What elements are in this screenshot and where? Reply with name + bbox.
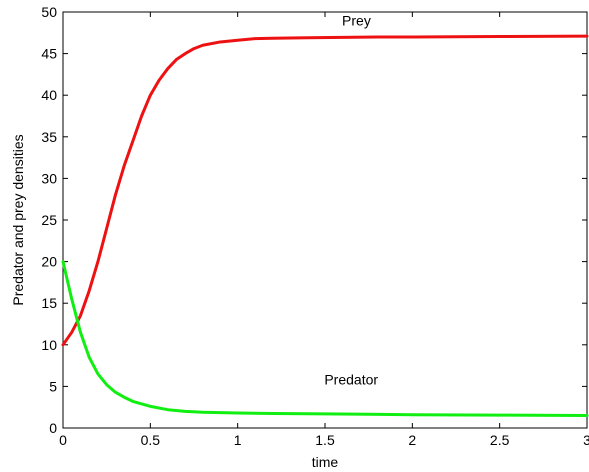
y-tick-label: 10 (41, 337, 57, 353)
series-line-1 (61, 260, 589, 418)
chart-annotations: Prey Predator (324, 12, 378, 387)
x-tick-label: 1.5 (315, 432, 335, 448)
axis-ticks (62, 11, 588, 429)
series-line-0 (61, 34, 589, 347)
x-tick-label: 0.5 (141, 432, 161, 448)
y-tick-label: 5 (49, 378, 57, 394)
y-tick-label: 35 (41, 129, 57, 145)
y-tick-label: 15 (41, 295, 57, 311)
x-tick-label: 3 (583, 432, 589, 448)
y-axis-label: Predator and prey densities (10, 134, 26, 305)
y-tick-label: 50 (41, 4, 57, 20)
y-tick-label: 30 (41, 170, 57, 186)
y-tick-label: 20 (41, 254, 57, 270)
x-tick-label: 0 (59, 432, 67, 448)
x-tick-label: 1 (234, 432, 242, 448)
x-tick-label: 2.5 (490, 432, 510, 448)
y-tick-label: 0 (49, 420, 57, 436)
annotation-1: Predator (324, 372, 378, 388)
plot-frame (62, 11, 588, 429)
y-tick-label: 45 (41, 46, 57, 62)
x-axis-label: time (312, 454, 339, 470)
x-tick-label: 2 (408, 432, 416, 448)
y-tick-label: 25 (41, 212, 57, 228)
y-tick-label: 40 (41, 87, 57, 103)
annotation-0: Prey (342, 12, 371, 28)
series-lines (61, 34, 589, 418)
